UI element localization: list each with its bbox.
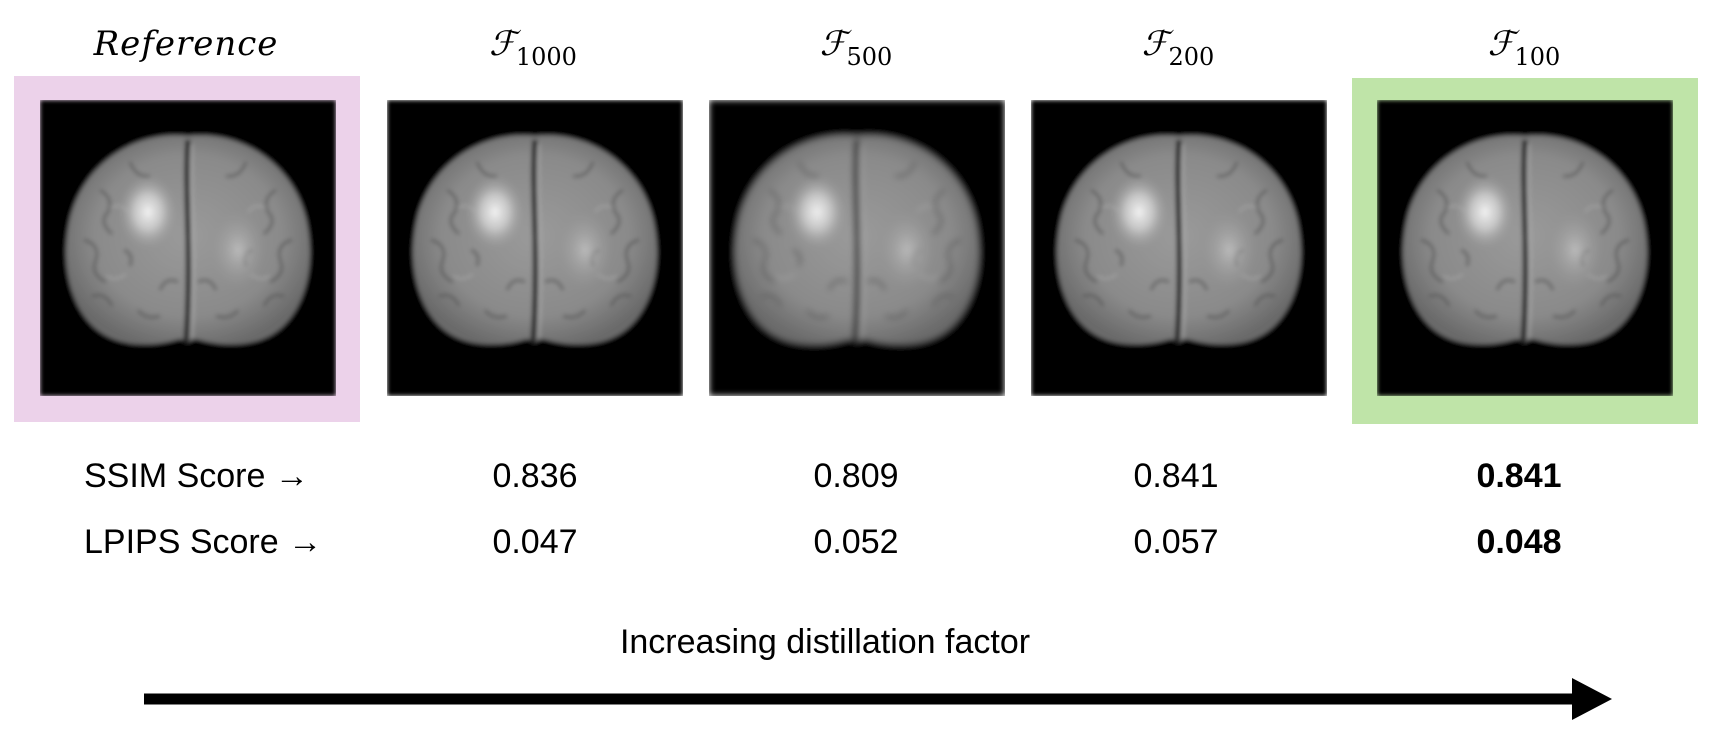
ssim-score-f100: 0.841 xyxy=(1476,457,1562,495)
panel-title-f1000: ℱ1000 xyxy=(489,24,577,71)
lpips-score-f200: 0.057 xyxy=(1133,523,1219,561)
lpips-score-f100: 0.048 xyxy=(1476,523,1562,561)
panel-title-f200: ℱ200 xyxy=(1141,24,1215,71)
distillation-axis-label: Increasing distillation factor xyxy=(619,623,1031,661)
panel-title-f500: ℱ500 xyxy=(819,24,893,71)
panel-title-reference: Reference xyxy=(93,24,279,64)
panel-title-f100: ℱ100 xyxy=(1487,24,1561,71)
ssim-score-f1000: 0.836 xyxy=(492,457,578,495)
lpips-row-label: LPIPS Score → xyxy=(84,523,323,561)
ssim-row-label: SSIM Score → xyxy=(84,457,309,495)
ssim-score-f500: 0.809 xyxy=(813,457,899,495)
lpips-score-f1000: 0.047 xyxy=(492,523,578,561)
ssim-score-f200: 0.841 xyxy=(1133,457,1219,495)
lpips-score-f500: 0.052 xyxy=(813,523,899,561)
